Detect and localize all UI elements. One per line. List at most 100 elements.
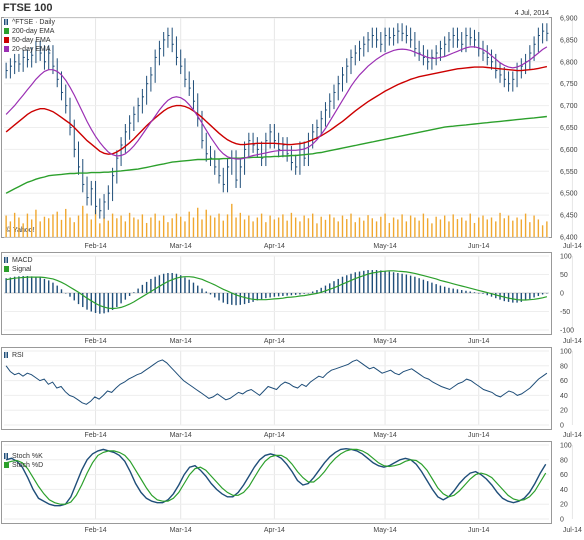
price-xtick-label: Jul-14 [563,243,582,250]
macd-bar [235,293,237,306]
volume-bar [39,221,41,237]
volume-bar [265,222,267,237]
volume-bar [141,214,144,237]
volume-bar [150,217,152,237]
price-ytick-label: 6,500 [560,191,578,198]
stoch-ytick-label: 100 [560,443,572,450]
volume-bar [414,217,416,237]
volume-bar [133,217,135,237]
macd-xtick-label: Feb-14 [84,338,106,345]
macd-bar [65,293,67,294]
volume-bar [137,219,139,237]
macd-bar [299,293,301,295]
macd-ytick-label: 100 [560,254,572,261]
price-ytick-label: 6,700 [560,103,578,110]
signal-line [5,270,548,310]
macd-bar [18,276,20,293]
volume-bar [346,219,348,237]
macd-bar [107,293,110,313]
volume-bar [482,215,484,237]
rsi-ytick-label: 40 [560,393,568,400]
volume-bar [367,215,369,237]
volume-bar [260,213,263,237]
rsi-ytick-label: 100 [560,349,572,356]
price-ytick-label: 6,850 [560,37,578,44]
volume-bar [409,215,412,237]
macd-bar [473,292,476,293]
macd-legend-swatch [4,266,9,272]
macd-bar [392,272,395,293]
macd-bar [286,293,288,296]
price-legend-swatch [4,28,9,34]
volume-bar [175,213,178,237]
macd-bar [82,293,84,308]
volume-bar [120,215,122,237]
rsi-legend-swatch [6,352,8,358]
price-ytick-label: 6,800 [560,59,578,66]
macd-bar [77,293,80,305]
macd-bar [171,273,173,293]
macd-bar [120,293,122,304]
macd-bar [86,293,88,310]
price-legend-label: 50-day EMA [12,37,51,44]
macd-bar [128,293,131,296]
macd-bar [73,293,75,301]
macd-bar [529,293,531,299]
macd-bar [516,293,518,303]
macd-bar [405,274,408,293]
ema200-line [5,115,547,194]
macd-bar [282,293,284,296]
macd-bar [22,275,24,293]
volume-bar [401,214,403,237]
volume-bar [9,221,12,237]
macd-bar [341,276,344,293]
volume-bar [320,216,322,237]
stoch-ytick-label: 80 [560,457,568,464]
volume-bar [222,220,224,237]
volume-bar [537,219,540,237]
volume-bar [333,217,335,237]
macd-bar [443,286,446,293]
macd-bar [294,293,297,295]
volume-bar [286,220,288,237]
rsi-panel-frame [1,347,552,430]
volume-bar [541,225,544,237]
rsi-ytick-label: 60 [560,378,568,385]
rsi-xtick-label: Apr-14 [264,432,285,439]
macd-bar [456,289,459,293]
price-xtick-label: Mar-14 [170,243,192,250]
rsi-line [5,359,548,405]
volume-bar [116,218,118,237]
macd-legend-label: Signal [12,266,32,273]
macd-bar [512,293,514,303]
macd-bar [124,293,127,300]
price-legend-swatch [4,37,9,43]
volume-bar [371,218,374,237]
volume-bar [486,219,488,237]
volume-bar [18,217,20,237]
volume-bar [30,219,33,237]
volume-bar [337,221,339,237]
macd-bar [5,278,7,293]
macd-bar [56,285,58,293]
macd-bar [384,270,386,293]
macd-bar [13,276,16,293]
volume-bar [179,216,182,237]
stoch-legend-label: Stoch %D [12,462,43,469]
price-ytick-label: 6,900 [560,16,578,23]
volume-bar [520,219,523,237]
macd-ytick-label: -50 [560,309,570,316]
stoch-legend-swatch [4,462,9,468]
macd-bar [175,273,178,293]
volume-bar [435,216,437,237]
volume-bar [154,213,156,237]
volume-bar [392,217,395,237]
volume-bar [43,216,46,237]
volume-bar [503,218,505,237]
macd-bar [69,293,71,297]
macd-bar [154,276,156,293]
macd-bar [52,282,54,293]
volume-bar [145,222,148,237]
macd-bar [222,293,224,303]
